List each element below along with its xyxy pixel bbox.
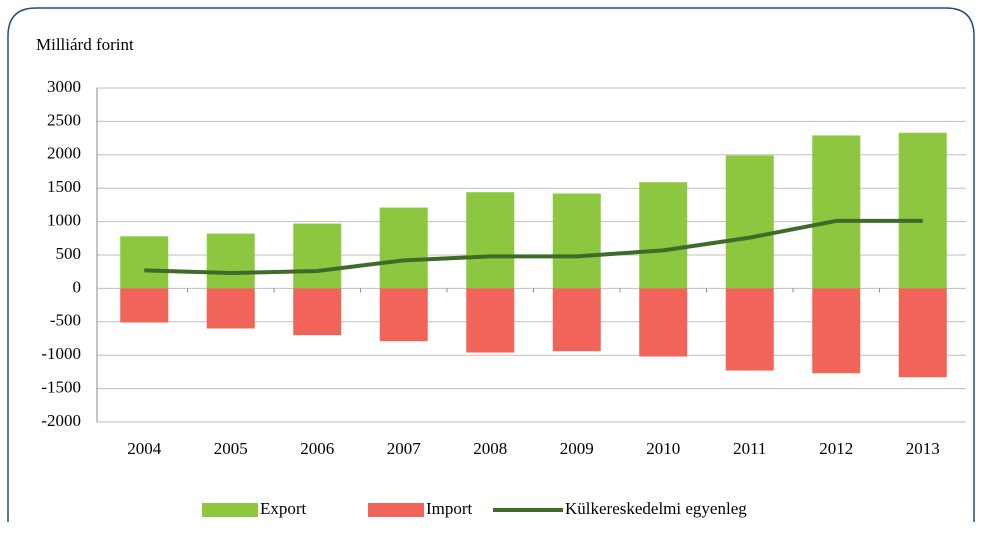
bar bbox=[120, 236, 169, 289]
bar bbox=[379, 207, 428, 289]
line bbox=[144, 218, 923, 276]
bar bbox=[379, 288, 428, 342]
legend-swatch bbox=[368, 503, 424, 517]
bar bbox=[466, 288, 515, 353]
x-tick-label: 2007 bbox=[387, 439, 422, 458]
bar bbox=[552, 288, 601, 352]
y-tick-label: 1000 bbox=[47, 211, 81, 230]
x-tick-label: 2009 bbox=[560, 439, 594, 458]
y-tick-label: 0 bbox=[73, 277, 82, 296]
bar bbox=[293, 288, 342, 336]
x-tick-label: 2005 bbox=[214, 439, 248, 458]
x-tick-label: 2004 bbox=[127, 439, 162, 458]
y-tick-label: -1500 bbox=[41, 378, 81, 397]
bar bbox=[725, 155, 774, 289]
bar bbox=[206, 233, 255, 289]
bar bbox=[639, 182, 688, 289]
y-tick-label: -2000 bbox=[41, 411, 81, 430]
legend-label: Export bbox=[260, 499, 307, 518]
x-tick-label: 2011 bbox=[733, 439, 766, 458]
bar bbox=[552, 193, 601, 289]
y-tick-label: -500 bbox=[50, 311, 81, 330]
chart-title: Milliárd forint bbox=[36, 35, 134, 54]
x-tick-label: 2013 bbox=[906, 439, 940, 458]
legend-swatch bbox=[202, 503, 258, 517]
y-tick-label: 2000 bbox=[47, 144, 81, 163]
frame bbox=[7, 7, 975, 522]
y-tick-label: 1500 bbox=[47, 177, 81, 196]
x-tick-label: 2008 bbox=[473, 439, 507, 458]
bar bbox=[725, 288, 774, 371]
y-tick-label: 2500 bbox=[47, 110, 81, 129]
x-tick-label: 2012 bbox=[819, 439, 853, 458]
bar bbox=[812, 135, 861, 289]
legend-label: Külkereskedelmi egyenleg bbox=[565, 499, 747, 518]
bar bbox=[466, 192, 515, 289]
bar bbox=[898, 288, 947, 378]
bar bbox=[293, 223, 342, 289]
y-tick-label: 500 bbox=[56, 244, 82, 263]
bar bbox=[206, 288, 255, 329]
bar bbox=[639, 288, 688, 357]
y-tick-label: 3000 bbox=[47, 77, 81, 96]
y-tick-label: -1000 bbox=[41, 344, 81, 363]
bar bbox=[812, 288, 861, 374]
bar bbox=[120, 288, 169, 323]
x-tick-label: 2010 bbox=[646, 439, 680, 458]
x-tick-label: 2006 bbox=[300, 439, 334, 458]
bar bbox=[898, 132, 947, 289]
legend-label: Import bbox=[426, 499, 473, 518]
